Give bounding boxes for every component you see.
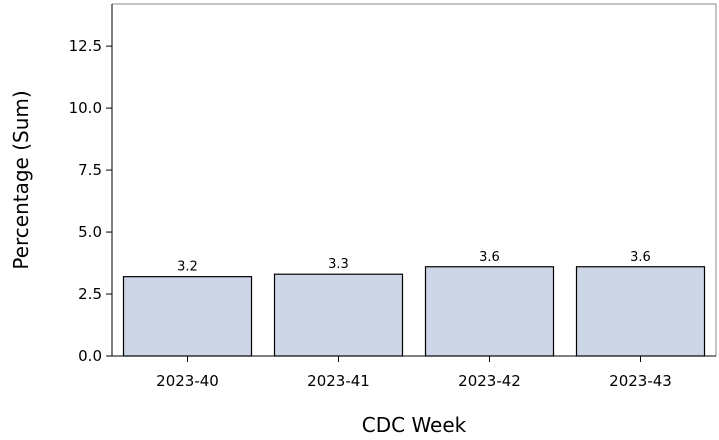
x-axis-title: CDC Week <box>362 413 467 437</box>
x-tick-label: 2023-42 <box>458 372 521 390</box>
bars-group <box>122 266 706 357</box>
x-tick-label: 2023-43 <box>609 372 672 390</box>
bar <box>424 266 555 357</box>
bar <box>575 266 706 357</box>
y-tick-label: 12.5 <box>69 37 102 55</box>
bar <box>122 276 253 357</box>
y-tick-label: 10.0 <box>69 99 102 117</box>
y-tick-label: 2.5 <box>78 285 102 303</box>
bar <box>273 273 404 357</box>
data-label: 3.2 <box>177 260 198 275</box>
data-label: 3.6 <box>630 250 651 265</box>
x-axis: 2023-40 2023-41 2023-42 2023-43 <box>156 356 672 390</box>
y-axis: 0.0 2.5 5.0 7.5 10.0 12.5 <box>69 37 112 365</box>
y-axis-title: Percentage (Sum) <box>9 90 33 269</box>
x-tick-label: 2023-40 <box>156 372 219 390</box>
data-label: 3.3 <box>328 257 349 272</box>
y-tick-label: 7.5 <box>78 161 102 179</box>
x-tick-label: 2023-41 <box>307 372 370 390</box>
y-tick-label: 5.0 <box>78 223 102 241</box>
data-labels-group: 3.2 3.3 3.6 3.6 <box>177 250 651 275</box>
y-tick-label: 0.0 <box>78 347 102 365</box>
data-label: 3.6 <box>479 250 500 265</box>
